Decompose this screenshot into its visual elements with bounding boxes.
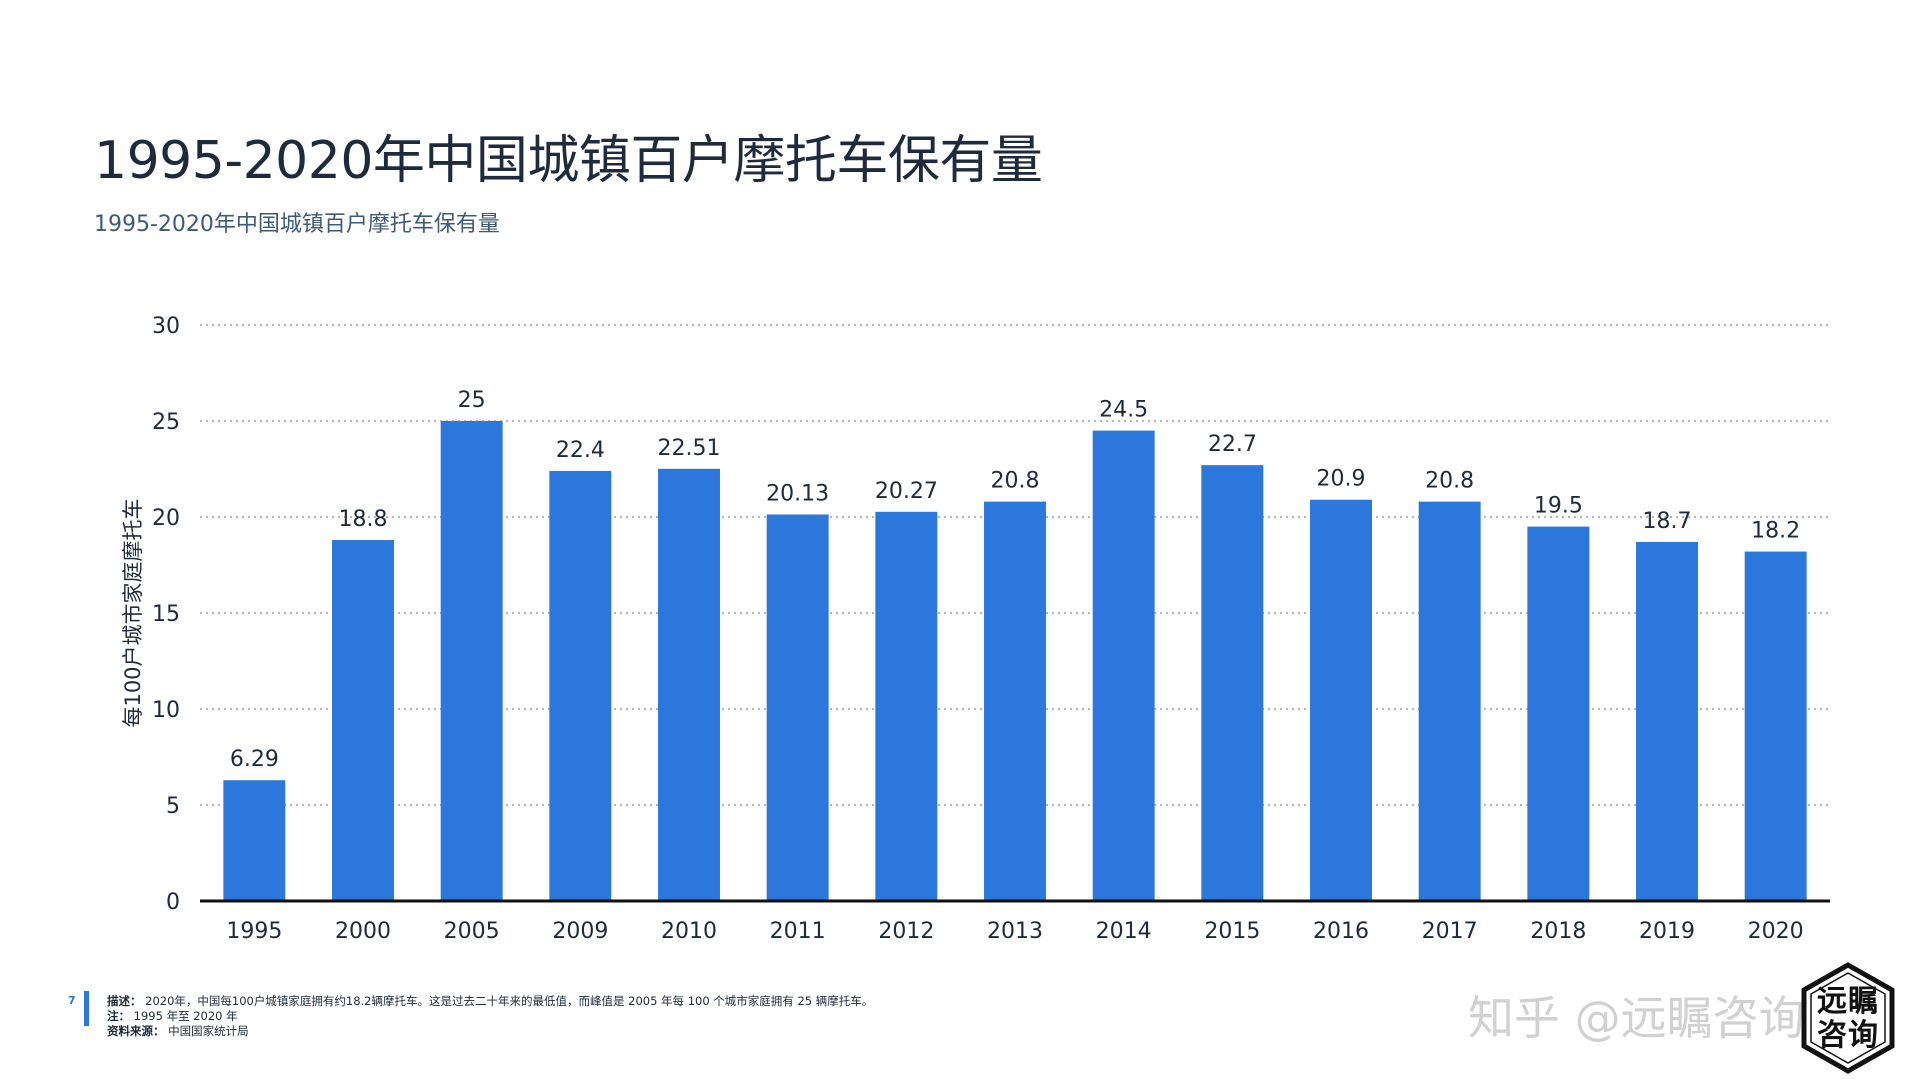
y-tick-label: 10 (152, 698, 180, 723)
source-text: 中国国家统计局 (168, 1024, 249, 1038)
value-label: 22.4 (556, 438, 605, 463)
x-tick-label: 2014 (1096, 919, 1152, 944)
x-tick-label: 2016 (1313, 919, 1369, 944)
value-label: 18.8 (339, 507, 388, 532)
x-tick-label: 1995 (226, 919, 282, 944)
value-label: 20.9 (1317, 467, 1366, 492)
footer-accent-bar (84, 991, 89, 1026)
note-line: 注： 1995 年至 2020 年 (107, 1009, 873, 1024)
value-label: 18.7 (1643, 509, 1692, 534)
x-tick-label: 2020 (1748, 919, 1804, 944)
y-tick-label: 30 (152, 314, 180, 339)
y-axis-label: 每100户城市家庭摩托车 (121, 498, 145, 727)
x-tick-label: 2019 (1639, 919, 1695, 944)
note-text: 1995 年至 2020 年 (133, 1009, 238, 1023)
x-tick-label: 2015 (1204, 919, 1260, 944)
bar-2013 (984, 501, 1046, 901)
x-tick-label: 2011 (770, 919, 826, 944)
value-label: 22.51 (658, 436, 721, 461)
bar-2000 (332, 540, 394, 901)
bar-2020 (1744, 551, 1807, 901)
note-label: 注： (107, 1009, 130, 1023)
value-label: 20.27 (875, 479, 938, 504)
description-line: 描述： 2020年，中国每100户城镇家庭拥有约18.2辆摩托车。这是过去二十年… (107, 994, 873, 1009)
page-title: 1995-2020年中国城镇百户摩托车保有量 (94, 131, 1043, 191)
description-label: 描述： (107, 994, 142, 1008)
page-number: 7 (68, 994, 76, 1007)
value-labels: 6.29 18.8 25 22.4 22.51 20.13 20.27 20.8 24.5 22.… (230, 388, 1800, 772)
watermark-text: 知乎 @远瞩咨询 (1468, 991, 1805, 1045)
description-text: 2020年，中国每100户城镇家庭拥有约18.2辆摩托车。这是过去二十年来的最低… (145, 994, 874, 1008)
value-label: 20.13 (766, 482, 829, 507)
x-tick-label: 2017 (1422, 919, 1478, 944)
value-label: 6.29 (230, 747, 279, 772)
value-label: 20.8 (991, 469, 1040, 494)
value-label: 22.7 (1208, 432, 1257, 457)
bar-2017 (1418, 501, 1481, 901)
footer-notes: 描述： 2020年，中国每100户城镇家庭拥有约18.2辆摩托车。这是过去二十年… (107, 994, 873, 1039)
logo-text: 远瞩咨询 (1817, 984, 1879, 1053)
y-tick-label: 15 (152, 602, 180, 627)
bar-2018 (1527, 526, 1590, 901)
x-tick-label: 2009 (552, 919, 608, 944)
x-tick-label: 2012 (878, 919, 934, 944)
bar-2019 (1636, 541, 1698, 901)
bars (223, 421, 1807, 901)
logo-badge-icon (1801, 962, 1895, 1074)
x-tick-label: 2005 (444, 919, 500, 944)
chart-subtitle: 1995-2020年中国城镇百户摩托车保有量 (94, 212, 500, 237)
bar-2016 (1310, 499, 1372, 901)
y-tick-label: 25 (152, 410, 180, 435)
x-tick-label: 2013 (987, 919, 1043, 944)
bar-2015 (1201, 465, 1264, 901)
bar-2009 (549, 470, 612, 901)
y-axis-ticks: 0 5 10 15 20 25 30 (152, 314, 180, 915)
y-tick-label: 5 (166, 794, 180, 819)
bar-1995 (223, 780, 286, 901)
value-label: 20.8 (1425, 469, 1474, 494)
value-label: 25 (458, 388, 486, 413)
y-tick-label: 20 (152, 506, 180, 531)
bar-2012 (875, 511, 938, 901)
value-label: 19.5 (1534, 494, 1583, 519)
x-tick-label: 2018 (1530, 919, 1586, 944)
x-tick-label: 2010 (661, 919, 717, 944)
x-tick-label: 2000 (335, 919, 391, 944)
value-label: 18.2 (1751, 519, 1800, 544)
bar-2011 (766, 514, 829, 901)
source-label: 资料来源： (107, 1024, 165, 1038)
bar-2010 (658, 468, 720, 901)
value-label: 24.5 (1099, 398, 1148, 423)
x-axis-ticks: 1995 2000 2005 2009 2010 2011 2012 2013 2014 2015… (226, 919, 1803, 944)
source-line: 资料来源： 中国国家统计局 (107, 1024, 873, 1039)
bar-chart: 0 5 10 15 20 25 30 6.29 18.8 25 22.4 22.51 20.13 20.… (121, 314, 1830, 944)
bar-2014 (1092, 430, 1155, 901)
bar-2005 (440, 421, 503, 901)
y-tick-label: 0 (166, 890, 180, 915)
